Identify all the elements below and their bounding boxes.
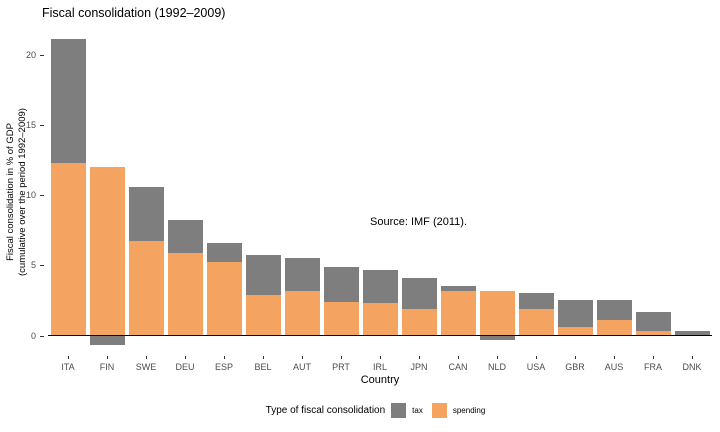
bar-segment-GBR-spending: [557, 327, 593, 336]
x-tick-mark-ITA: [68, 356, 69, 359]
x-tick-label-SWE: SWE: [135, 362, 157, 372]
x-tick-label-DNK: DNK: [682, 362, 702, 372]
bar-segment-DEU-spending: [167, 252, 203, 336]
bar-segment-FRA-spending: [635, 331, 671, 336]
x-tick-label-CAN: CAN: [448, 362, 468, 372]
legend-swatch-tax-icon: [391, 403, 407, 418]
y-tick-mark-15: [40, 124, 44, 126]
chart-title: Fiscal consolidation (1992–2009): [42, 6, 226, 20]
y-tick-label-20: 20: [25, 49, 36, 60]
bar-segment-FRA-tax: [635, 311, 671, 332]
bar-segment-ITA-tax: [50, 39, 86, 163]
x-tick-mark-SWE: [146, 356, 147, 359]
y-tick-mark-20: [40, 54, 44, 56]
bar-segment-ITA-spending: [50, 162, 86, 336]
x-tick-label-AUT: AUT: [293, 362, 311, 372]
legend-swatch-spending-icon: [431, 403, 447, 418]
y-tick-mark-5: [40, 265, 44, 267]
bar-segment-NLD-spending: [479, 290, 515, 336]
bar-segment-FIN-spending: [89, 167, 125, 336]
bar-segment-CAN-tax: [440, 286, 476, 291]
bar-segment-SWE-spending: [128, 241, 164, 336]
bar-segment-AUS-tax: [596, 300, 632, 321]
bar-segment-JPN-tax: [401, 277, 437, 309]
y-tick-label-10: 10: [25, 190, 36, 201]
x-tick-label-JPN: JPN: [410, 362, 428, 372]
y-tick-label-5: 5: [30, 260, 36, 271]
y-tick-mark-10: [40, 195, 44, 197]
x-tick-mark-NLD: [497, 356, 498, 359]
bar-segment-PRT-spending: [323, 301, 359, 336]
bar-segment-USA-spending: [518, 308, 554, 336]
legend-label-tax: tax: [412, 406, 423, 415]
source-annotation: Source: IMF (2011).: [370, 216, 467, 228]
x-tick-label-ESP: ESP: [214, 362, 233, 372]
x-axis-line: [48, 335, 712, 336]
bar-segment-SWE-tax: [128, 186, 164, 242]
bar-segment-JPN-spending: [401, 308, 437, 336]
x-tick-mark-USA: [536, 356, 537, 359]
bar-segment-ESP-tax: [206, 242, 242, 263]
bar-segment-DEU-tax: [167, 220, 203, 253]
bar-segment-GBR-tax: [557, 300, 593, 328]
bar-segment-CAN-spending: [440, 290, 476, 336]
bar-segment-AUS-spending: [596, 320, 632, 336]
x-tick-label-GBR: GBR: [565, 362, 585, 372]
x-tick-label-AUS: AUS: [604, 362, 624, 372]
bar-segment-AUT-tax: [284, 258, 320, 291]
x-tick-label-BEL: BEL: [254, 362, 272, 372]
legend-label-spending: spending: [452, 406, 486, 415]
bar-segment-IRL-spending: [362, 303, 398, 336]
x-tick-mark-GBR: [575, 356, 576, 359]
legend-title: Type of fiscal consolidation: [265, 405, 386, 416]
bar-segment-NLD-tax: [479, 335, 515, 340]
legend: Type of fiscal consolidation tax spendin…: [0, 403, 720, 418]
bar-segment-IRL-tax: [362, 269, 398, 304]
x-tick-label-NLD: NLD: [487, 362, 506, 372]
bar-segment-PRT-tax: [323, 266, 359, 302]
x-tick-mark-IRL: [380, 356, 381, 359]
x-tick-label-FRA: FRA: [644, 362, 662, 372]
bar-segment-USA-tax: [518, 293, 554, 309]
bar-segment-AUT-spending: [284, 290, 320, 336]
bar-segment-BEL-tax: [245, 255, 281, 295]
x-tick-mark-AUT: [302, 356, 303, 359]
x-tick-mark-DNK: [692, 356, 693, 359]
x-tick-mark-FRA: [653, 356, 654, 359]
x-tick-label-ITA: ITA: [61, 362, 75, 372]
x-tick-label-FIN: FIN: [99, 362, 115, 372]
x-tick-mark-FIN: [107, 356, 108, 359]
x-tick-mark-ESP: [224, 356, 225, 359]
x-tick-label-DEU: DEU: [175, 362, 195, 372]
x-tick-mark-AUS: [614, 356, 615, 359]
x-tick-mark-DEU: [185, 356, 186, 359]
y-tick-mark-0: [40, 335, 44, 337]
y-tick-label-0: 0: [30, 330, 36, 341]
x-axis-title: Country: [360, 374, 400, 386]
x-tick-label-PRT: PRT: [332, 362, 350, 372]
x-tick-mark-CAN: [458, 356, 459, 359]
x-tick-mark-BEL: [263, 356, 264, 359]
x-tick-mark-PRT: [341, 356, 342, 359]
bar-segment-FIN-tax: [89, 335, 125, 346]
bar-segment-BEL-spending: [245, 294, 281, 336]
x-tick-mark-JPN: [419, 356, 420, 359]
x-tick-label-IRL: IRL: [372, 362, 387, 372]
x-tick-label-USA: USA: [526, 362, 546, 372]
bar-segment-DNK-tax: [674, 331, 710, 336]
y-tick-label-15: 15: [25, 119, 36, 130]
bar-segment-ESP-spending: [206, 262, 242, 336]
